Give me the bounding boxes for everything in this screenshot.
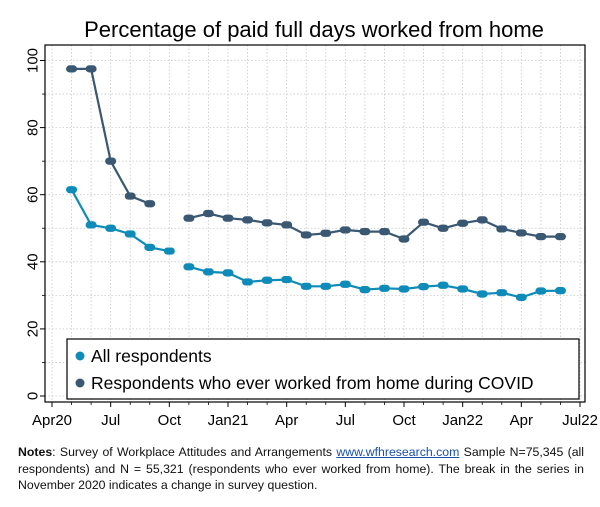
data-point (300, 231, 312, 239)
series-all-respondents (66, 186, 566, 301)
data-point (66, 186, 78, 194)
notes-text-after-link: Sample N=75,345 (all respondents) and N … (18, 445, 585, 492)
x-tick-label: Jan21 (208, 412, 249, 429)
y-tick-label: 20 (25, 321, 42, 338)
data-point (515, 229, 527, 237)
data-point (496, 225, 508, 233)
data-point (398, 285, 410, 293)
data-point (535, 287, 547, 295)
data-point (418, 218, 430, 226)
y-tick-label: 100 (25, 48, 42, 73)
data-point (163, 247, 175, 255)
chart-title: Percentage of paid full days worked from… (84, 17, 544, 42)
data-point (418, 283, 430, 291)
series-layer (66, 65, 566, 301)
data-point (457, 219, 469, 227)
data-point (281, 275, 293, 284)
data-point (242, 216, 254, 224)
x-tick-label: Jul (101, 412, 120, 429)
legend-marker (75, 351, 85, 361)
data-point (554, 233, 566, 241)
line-chart: Percentage of paid full days worked from… (25, 17, 598, 429)
data-point (359, 286, 371, 294)
data-point (320, 229, 332, 237)
data-point (300, 282, 312, 290)
x-tick-label: Oct (158, 412, 182, 429)
data-point (105, 224, 117, 232)
data-point (105, 157, 117, 165)
series-line (70, 189, 170, 253)
x-tick-label: Apr20 (32, 412, 72, 429)
data-point (124, 192, 136, 200)
data-point (202, 209, 214, 218)
data-point (339, 226, 351, 234)
data-point (437, 281, 449, 289)
notes-text-before-link: : Survey of Workplace Attitudes and Arra… (52, 445, 337, 459)
data-point (222, 269, 234, 277)
data-point (144, 243, 156, 251)
axes: 0 20 40 60 80 100 Apr20 Jul Oct Jan21 Apr Jul Oct Jan… (25, 48, 598, 429)
x-tick-label: Oct (392, 412, 416, 429)
legend-label: Respondents who ever worked from home du… (91, 373, 534, 393)
data-point (124, 230, 136, 238)
x-tick-label: Jul22 (562, 412, 598, 429)
legend-marker (75, 378, 85, 388)
data-point (535, 233, 547, 241)
legend: All respondents Respondents who ever work… (66, 338, 580, 400)
data-point (85, 221, 97, 229)
data-point (183, 263, 195, 271)
series-ever-wfh (66, 65, 566, 243)
data-point (281, 221, 293, 229)
x-tick-label: Apr (510, 412, 533, 429)
x-tick-label: Apr (275, 412, 298, 429)
data-point (242, 278, 254, 286)
legend-box (66, 338, 580, 400)
data-point (496, 289, 508, 297)
y-tick-label: 80 (25, 119, 42, 136)
plot-area (44, 44, 586, 403)
data-point (261, 219, 273, 227)
data-point (554, 287, 566, 295)
legend-label: All respondents (91, 346, 212, 366)
data-point (183, 214, 195, 222)
data-point (476, 216, 488, 224)
y-tick-label: 40 (25, 253, 42, 270)
data-point (66, 65, 78, 73)
data-point (378, 228, 390, 236)
data-point (202, 268, 214, 276)
notes: Notes: Survey of Workplace Attitudes and… (18, 444, 584, 494)
data-point (144, 200, 156, 208)
data-point (359, 228, 371, 236)
x-tick-label: Jul (336, 412, 355, 429)
data-point (515, 293, 527, 301)
data-point (261, 276, 273, 284)
data-point (222, 214, 234, 222)
source-link[interactable]: www.wfhresearch.com (336, 445, 460, 459)
data-point (85, 65, 97, 73)
data-point (339, 280, 351, 288)
notes-label: Notes (18, 445, 53, 459)
y-tick-label: 60 (25, 186, 42, 203)
data-point (457, 285, 469, 293)
data-point (378, 284, 390, 292)
x-tick-label: Jan22 (442, 412, 483, 429)
data-point (437, 224, 449, 232)
y-tick-label: 0 (25, 392, 42, 400)
data-point (398, 235, 410, 243)
data-point (476, 290, 488, 298)
data-point (320, 282, 332, 290)
